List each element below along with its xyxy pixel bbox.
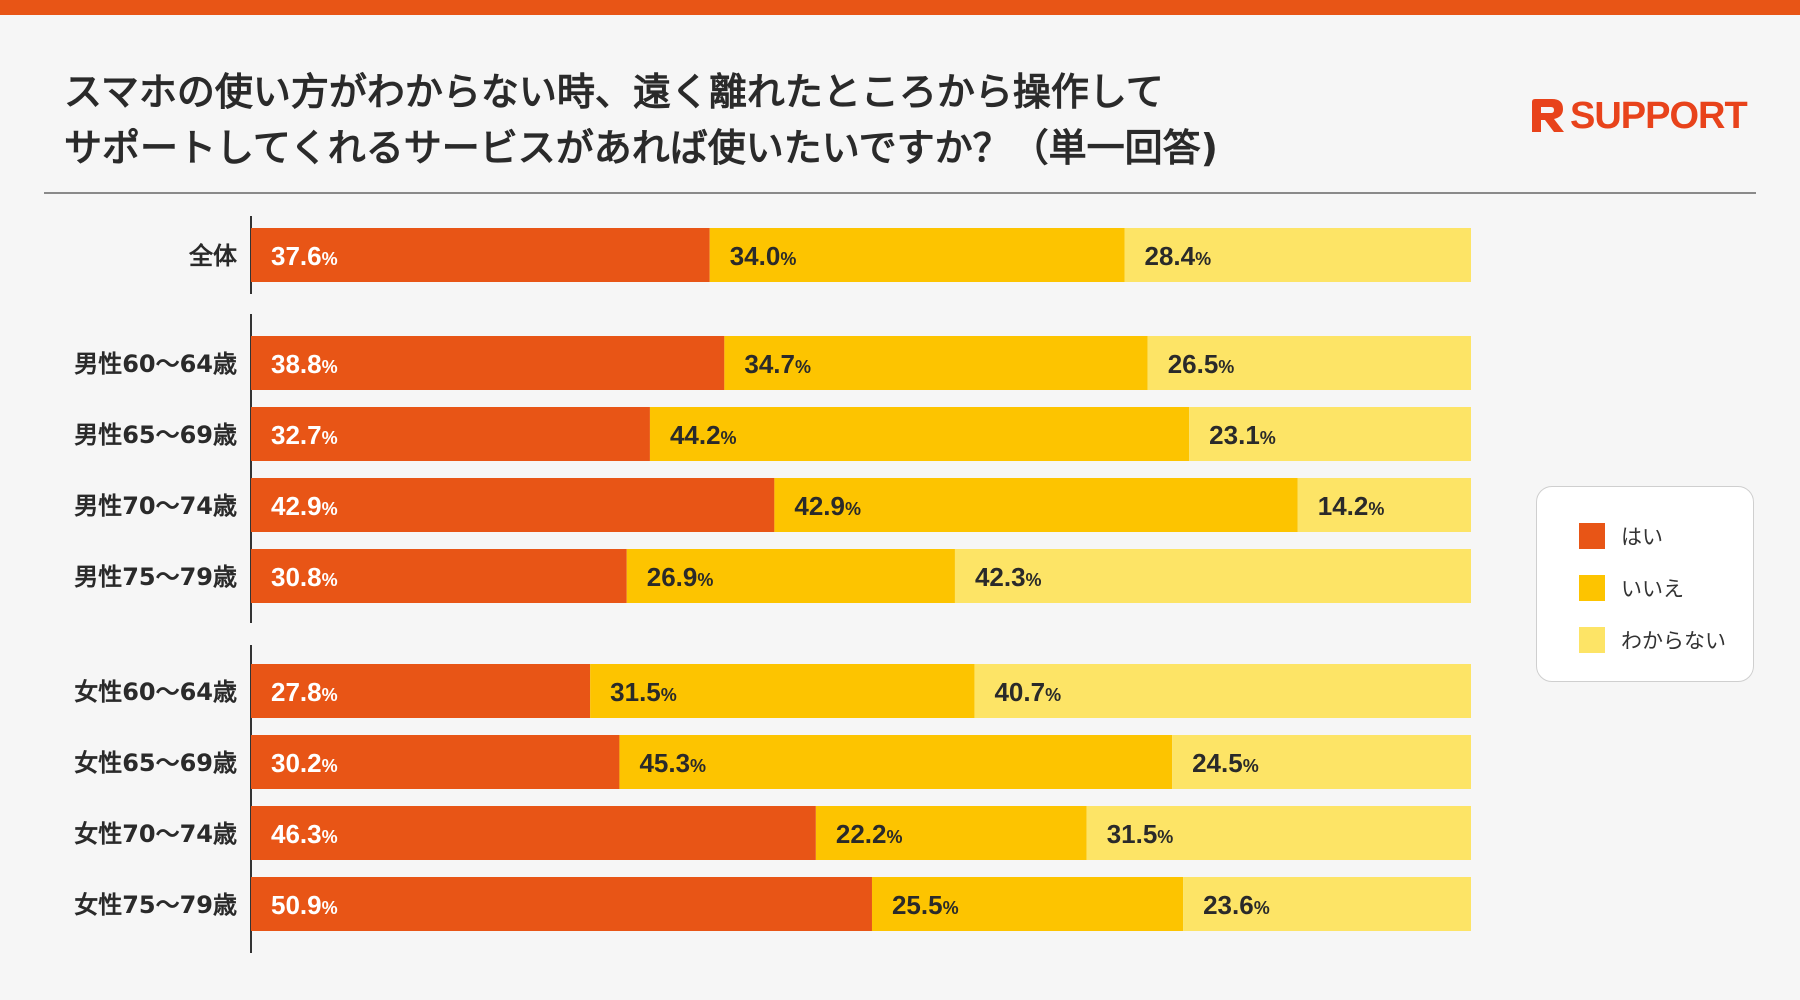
category-label: 女性60～64歳 — [74, 678, 237, 706]
data-label-hai: 38.8% — [271, 349, 338, 379]
data-label-hai: 50.9% — [271, 890, 338, 920]
bar-segment-iie — [709, 228, 1125, 282]
legend-item-iie: いいえ — [1579, 573, 1684, 603]
data-label-hai: 37.6% — [271, 241, 338, 271]
data-label-iie: 25.5% — [892, 890, 959, 920]
data-label-wakaranai: 28.4% — [1145, 241, 1212, 271]
category-label: 男性75～79歳 — [74, 563, 237, 591]
title-line-1: スマホの使い方がわからない時、遠く離れたところから操作して — [64, 70, 1164, 114]
title-divider — [44, 192, 1756, 194]
chart-legend: はい いいえ わからない — [1536, 486, 1754, 682]
bar-segment-wakaranai — [1189, 407, 1471, 461]
category-label: 女性70～74歳 — [74, 820, 237, 848]
bar-segment-hai — [251, 407, 650, 461]
bar-segment-wakaranai — [954, 549, 1471, 603]
data-label-hai: 32.7% — [271, 420, 338, 450]
data-label-iie: 34.0% — [730, 241, 797, 271]
legend-label-wakaranai: わからない — [1621, 629, 1726, 653]
legend-label-hai: はい — [1621, 525, 1663, 549]
bar-segment-wakaranai — [1086, 806, 1471, 860]
legend-label-iie: いいえ — [1621, 577, 1684, 601]
bar-segment-wakaranai — [1124, 228, 1471, 282]
rsupport-logo: SUPPORT — [1528, 92, 1748, 140]
bar-segment-iie — [815, 806, 1087, 860]
category-label: 男性60～64歳 — [74, 350, 237, 378]
category-label: 男性65～69歳 — [74, 421, 237, 449]
data-label-wakaranai: 26.5% — [1168, 349, 1235, 379]
bar-segment-iie — [649, 407, 1190, 461]
legend-swatch-iie — [1579, 575, 1605, 601]
bar-segment-hai — [251, 877, 872, 931]
category-label: 女性65～69歳 — [74, 749, 237, 777]
data-label-wakaranai: 40.7% — [994, 677, 1061, 707]
bar-segment-hai — [251, 806, 816, 860]
bar-segment-hai — [251, 228, 710, 282]
bar-segment-wakaranai — [1183, 877, 1471, 931]
data-label-iie: 22.2% — [836, 819, 903, 849]
legend-swatch-hai — [1579, 523, 1605, 549]
category-label: 男性70～74歳 — [74, 492, 237, 520]
data-label-wakaranai: 24.5% — [1192, 748, 1259, 778]
data-label-hai: 30.8% — [271, 562, 338, 592]
data-label-iie: 44.2% — [670, 420, 737, 450]
bar-segment-wakaranai — [1297, 478, 1471, 532]
data-label-wakaranai: 31.5% — [1107, 819, 1174, 849]
bar-segment-iie — [871, 877, 1184, 931]
bar-segment-hai — [251, 549, 627, 603]
data-label-wakaranai: 23.1% — [1209, 420, 1276, 450]
bar-segment-iie — [724, 336, 1148, 390]
category-label: 女性75～79歳 — [74, 891, 237, 919]
rsupport-r-logo-icon — [1532, 99, 1564, 132]
data-label-hai: 46.3% — [271, 819, 338, 849]
bar-segment-iie — [626, 549, 955, 603]
bar-segment-hai — [251, 478, 775, 532]
bar-segment-hai — [251, 664, 591, 718]
bar-segment-iie — [774, 478, 1298, 532]
legend-swatch-wakaranai — [1579, 627, 1605, 653]
data-label-hai: 27.8% — [271, 677, 338, 707]
data-label-iie: 26.9% — [647, 562, 714, 592]
data-label-wakaranai: 14.2% — [1318, 491, 1385, 521]
data-label-hai: 30.2% — [271, 748, 338, 778]
title-line-2: サポートしてくれるサービスがあれば使いたいですか？（単一回答) — [64, 126, 1218, 170]
data-label-iie: 34.7% — [744, 349, 811, 379]
bar-segment-wakaranai — [1147, 336, 1471, 390]
top-accent-bar — [0, 0, 1800, 15]
data-label-wakaranai: 42.3% — [975, 562, 1042, 592]
bar-segment-hai — [251, 336, 725, 390]
bar-segment-wakaranai — [974, 664, 1471, 718]
bar-segment-wakaranai — [1172, 735, 1471, 789]
data-label-hai: 42.9% — [271, 491, 338, 521]
legend-item-hai: はい — [1579, 521, 1663, 551]
legend-item-wakaranai: わからない — [1579, 625, 1726, 655]
category-label: 全体 — [188, 242, 238, 270]
bar-segment-iie — [619, 735, 1173, 789]
bar-segment-hai — [251, 735, 620, 789]
bar-segment-iie — [590, 664, 975, 718]
page-title: スマホの使い方がわからない時、遠く離れたところから操作して サポートしてくれるサ… — [64, 64, 1464, 176]
data-label-iie: 31.5% — [610, 677, 677, 707]
logo-text: SUPPORT — [1570, 94, 1748, 137]
data-label-iie: 45.3% — [639, 748, 706, 778]
data-label-wakaranai: 23.6% — [1203, 890, 1270, 920]
data-label-iie: 42.9% — [794, 491, 861, 521]
